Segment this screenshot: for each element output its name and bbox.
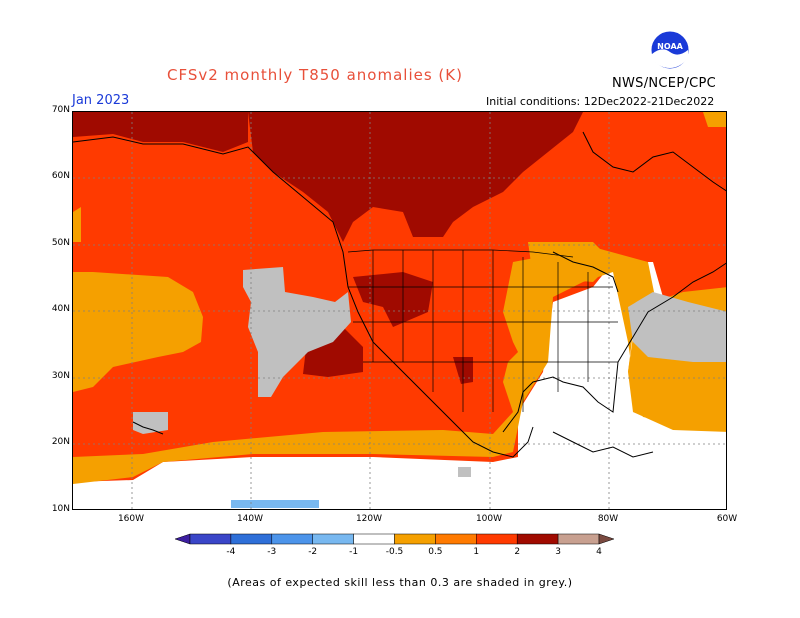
coastlines [73, 131, 726, 458]
low-skill-patch-south [458, 467, 471, 477]
anomaly-region-0p5-1-west [73, 272, 203, 392]
colorbar-tick-label: 0.5 [428, 547, 443, 557]
lon-label: 140W [236, 514, 264, 524]
low-skill-region-hawaii [133, 412, 168, 434]
lat-label: 40N [51, 304, 70, 314]
colorbar-extend-low [174, 533, 191, 545]
anomaly-region-neg-0p5 [231, 500, 319, 508]
colorbar-cell [476, 533, 518, 545]
lon-label: 160W [117, 514, 145, 524]
lat-label: 70N [51, 105, 70, 115]
anomaly-patch-orange-midwest [528, 242, 613, 282]
lat-label: 60N [51, 171, 70, 181]
agency-label: NWS/NCEP/CPC [612, 76, 717, 91]
colorbar-cell [271, 533, 313, 545]
anomaly-region-2-3-alaska [73, 112, 248, 152]
colorbar-tick-label: -1 [349, 547, 359, 557]
colorbar-tick-label: 4 [596, 547, 602, 557]
graticule [73, 112, 726, 509]
low-skill-region-pacific [243, 267, 351, 397]
colorbar-cell [557, 533, 600, 545]
colorbar-cell [353, 533, 395, 545]
colorbar-cell [394, 533, 436, 545]
anomaly-region-neutral [73, 262, 726, 509]
anomaly-map [72, 111, 727, 510]
anomaly-patch-orange-nw [73, 207, 81, 242]
colorbar-tick-label: 2 [514, 547, 521, 557]
anomaly-field [73, 112, 726, 509]
colorbar-cell [230, 533, 273, 545]
colorbar-cell [312, 533, 354, 545]
noaa-logo-text: NOAA [657, 42, 683, 51]
lon-label: 60W [716, 514, 738, 524]
lat-label: 50N [51, 238, 70, 248]
anomaly-region-0p5-1-south [73, 247, 726, 484]
colorbar-cell [189, 533, 232, 545]
lat-label: 30N [51, 371, 70, 381]
colorbar-cell [435, 533, 477, 545]
initial-conditions: Initial conditions: 12Dec2022-21Dec2022 [486, 95, 715, 108]
political-borders [347, 249, 618, 412]
forecast-month: Jan 2023 [72, 93, 130, 108]
skill-footnote: (Areas of expected skill less than 0.3 a… [227, 576, 573, 589]
chart-title: CFSv2 monthly T850 anomalies (K) [167, 66, 463, 84]
anomaly-patch-orange-ne [703, 112, 726, 127]
lat-label: 10N [51, 504, 70, 514]
colorbar-tick-label: -4 [226, 547, 236, 557]
lon-label: 80W [597, 514, 619, 524]
colorbar-tick-label: -2 [308, 547, 318, 557]
anomaly-region-2-3-canada [248, 112, 583, 242]
lon-label: 100W [475, 514, 503, 524]
colorbar-cell [516, 533, 559, 545]
noaa-logo-icon: NOAA [650, 30, 690, 70]
colorbar-tick-label: 1 [473, 547, 480, 557]
lat-label: 20N [51, 437, 70, 447]
colorbar-extend-high [598, 533, 615, 545]
lon-label: 120W [355, 514, 383, 524]
colorbar-tick-label: -0.5 [385, 547, 404, 557]
colorbar [174, 533, 615, 545]
colorbar-tick-label: -3 [267, 547, 277, 557]
colorbar-tick-label: 3 [555, 547, 561, 557]
